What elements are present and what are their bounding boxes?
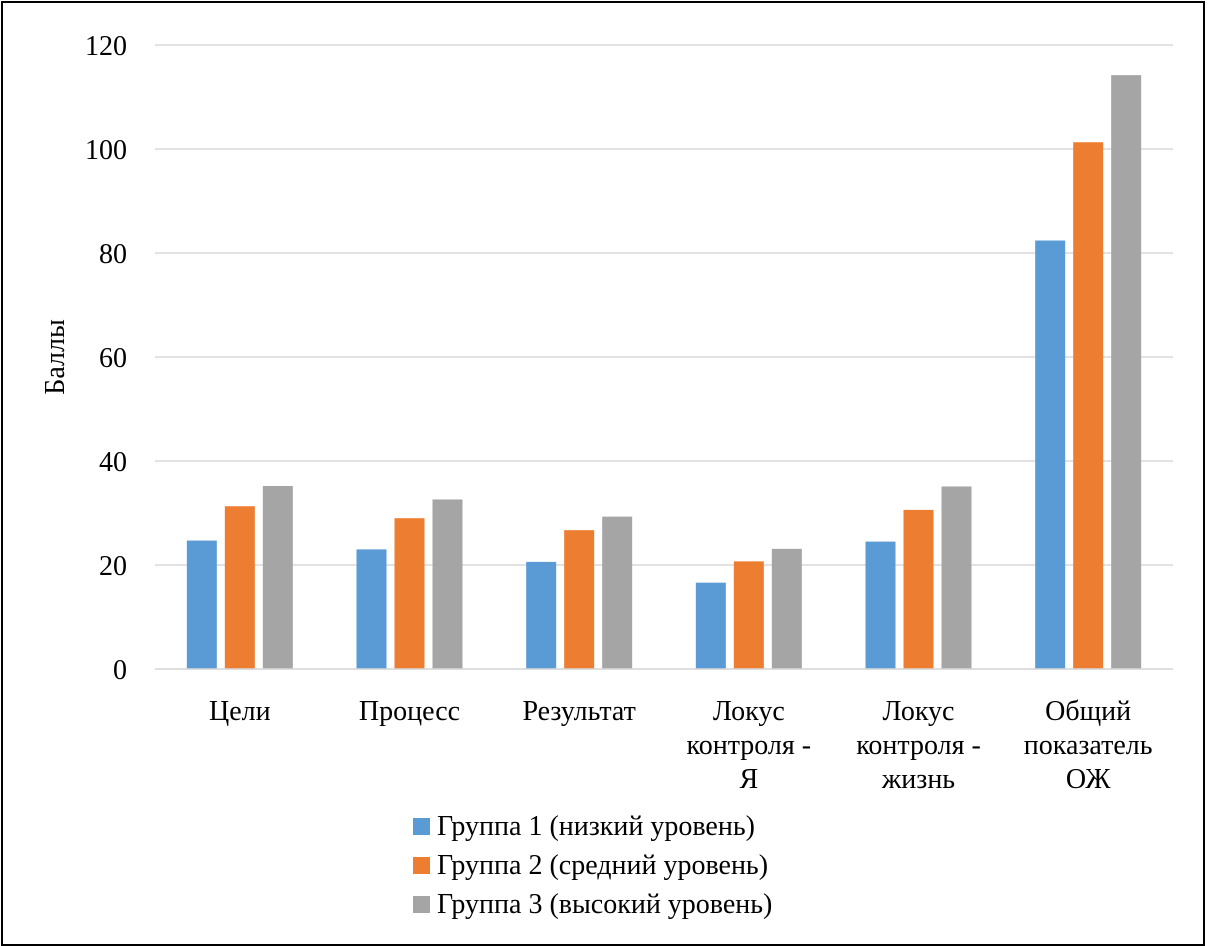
- bar: [1111, 75, 1142, 669]
- x-category-label: Результат: [522, 696, 635, 727]
- bar: [186, 540, 217, 669]
- x-category-label-line: контроля -: [856, 730, 981, 761]
- x-category-label-line: Общий: [1045, 696, 1131, 727]
- bar: [733, 561, 764, 669]
- legend-label: Группа 3 (высокий уровень): [437, 889, 772, 920]
- bar: [602, 516, 633, 669]
- bar: [224, 506, 255, 669]
- x-category-label-line: Я: [739, 764, 758, 795]
- bar: [564, 530, 595, 669]
- y-tick-label: 40: [99, 447, 127, 478]
- y-tick-label: 120: [85, 31, 127, 62]
- x-category-label: Локус контроля -Я: [687, 696, 812, 795]
- x-category-label-line: Результат: [522, 696, 635, 727]
- bar: [903, 509, 934, 669]
- bar: [394, 518, 425, 669]
- x-category-label-line: контроля -: [687, 730, 812, 761]
- x-category-label-line: жизнь: [881, 764, 955, 795]
- x-category-label-line: Локус: [713, 696, 785, 727]
- bar: [356, 549, 387, 669]
- x-category-label-line: Цели: [209, 696, 271, 727]
- x-category-label: Локус контроля -жизнь: [856, 696, 981, 795]
- legend-label: Группа 1 (низкий уровень): [437, 811, 755, 842]
- legend-swatch: [413, 896, 430, 913]
- x-category-label-line: Локус: [883, 696, 955, 727]
- x-category-label: Процесс: [359, 696, 460, 727]
- bar: [771, 548, 802, 669]
- legend-swatch: [413, 857, 430, 874]
- bar: [262, 485, 293, 669]
- x-category-label-line: показатель: [1024, 730, 1153, 761]
- y-tick-label: 20: [99, 551, 127, 582]
- bar: [695, 582, 726, 669]
- bar: [941, 486, 972, 669]
- bar: [1035, 240, 1066, 669]
- y-tick-label: 0: [113, 655, 127, 686]
- y-tick-label: 100: [85, 135, 127, 166]
- y-tick-label: 80: [99, 239, 127, 270]
- legend-label: Группа 2 (средний уровень): [437, 850, 768, 881]
- x-category-label-line: Процесс: [359, 696, 460, 727]
- legend-swatch: [413, 818, 430, 835]
- y-tick-label: 60: [99, 343, 127, 374]
- x-category-label-line: ОЖ: [1066, 764, 1112, 795]
- bar: [865, 541, 896, 669]
- bar: [526, 561, 557, 669]
- bar: [432, 499, 463, 669]
- x-category-label: Цели: [209, 696, 271, 727]
- bar: [1073, 142, 1104, 670]
- y-axis-label: Баллы: [40, 319, 71, 395]
- x-category-label: Общий показатель ОЖ: [1024, 696, 1153, 795]
